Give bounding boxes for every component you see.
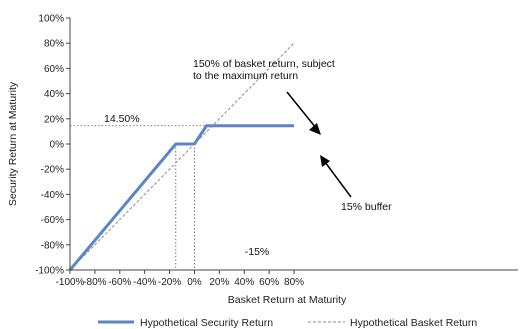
ref-label-14-50: 14.50% — [104, 113, 140, 125]
x-tick-label: 40% — [234, 277, 254, 288]
x-tick-label: 20% — [209, 277, 229, 288]
x-ticks: -100%-80% -60% -40% -20% 0% 20% 40% 60% 80% — [56, 270, 304, 288]
annotation-buffer-arrow — [324, 161, 352, 198]
annotation-150-arrow — [286, 91, 317, 129]
y-tick-label: -60% — [41, 215, 64, 226]
series-group — [68, 42, 295, 271]
legend: Hypothetical Security Return Hypothetica… — [98, 317, 477, 329]
x-axis-title: Basket Return at Maturity — [228, 294, 347, 306]
annotation-buffer: 15% buffer — [320, 155, 392, 213]
legend-label-security: Hypothetical Security Return — [140, 317, 273, 329]
annotation-buffer-arrowhead — [320, 155, 330, 167]
y-tick-label: 80% — [44, 39, 64, 50]
annotation-150-line-2: to the maximum return — [193, 70, 298, 82]
y-tick-label: 60% — [44, 64, 64, 75]
ref-label-minus-15: -15% — [245, 246, 270, 258]
y-ticks: 100% 80% 60% 40% 20% 0% -20% -40% -60% -80% -100% — [35, 14, 70, 277]
annotation-150-percent: 150% of basket return, subject to the ma… — [193, 58, 335, 135]
annotation-buffer-text: 15% buffer — [341, 201, 392, 213]
y-tick-label: -40% — [41, 190, 64, 201]
x-tick-label: -80% — [83, 277, 106, 288]
y-tick-label: -20% — [41, 165, 64, 176]
axes — [69, 18, 518, 271]
x-tick-label: -60% — [108, 277, 131, 288]
x-tick-label: -100% — [56, 277, 85, 288]
annotation-150-line-1: 150% of basket return, subject — [193, 58, 335, 70]
y-tick-label: 40% — [44, 89, 64, 100]
legend-label-basket: Hypothetical Basket Return — [350, 317, 477, 329]
y-axis-title: Security Return at Maturity — [7, 81, 19, 206]
y-tick-label: 20% — [44, 114, 64, 125]
basket-return-line — [69, 42, 295, 271]
y-tick-label: 0% — [50, 140, 65, 151]
x-tick-label: -20% — [158, 277, 181, 288]
x-tick-label: 80% — [284, 277, 304, 288]
x-tick-label: 0% — [187, 277, 202, 288]
x-tick-label: 60% — [259, 277, 279, 288]
y-tick-label: 100% — [38, 14, 64, 25]
y-tick-label: -80% — [41, 240, 64, 251]
y-tick-label: -100% — [35, 266, 64, 277]
x-tick-label: -40% — [133, 277, 156, 288]
annotation-150-arrowhead — [309, 123, 321, 135]
